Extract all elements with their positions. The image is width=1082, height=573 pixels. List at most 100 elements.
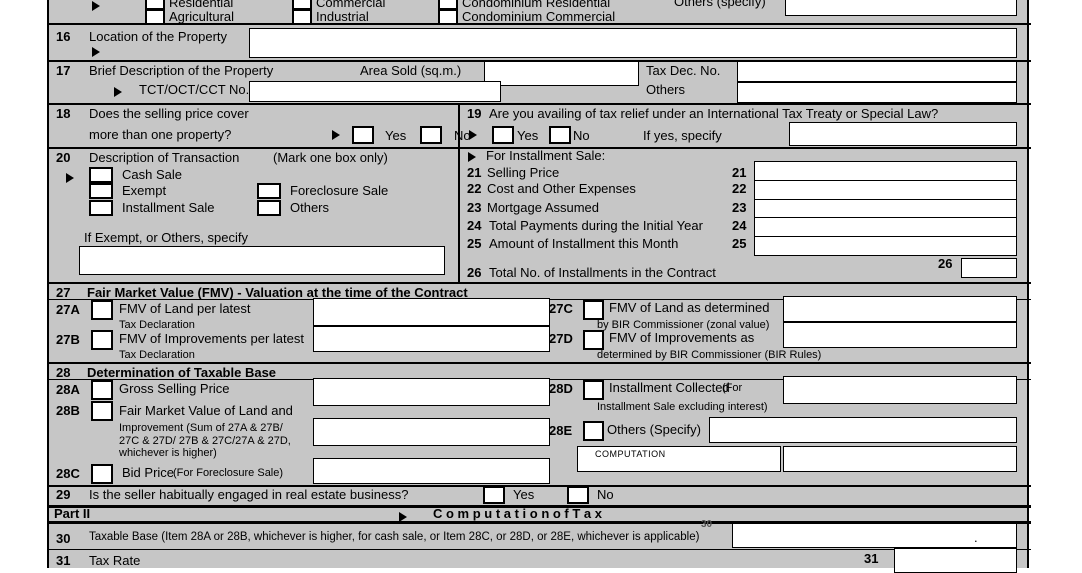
item29-no-label: No <box>597 487 614 502</box>
label-others-specify-classification: Others (specify) <box>674 0 766 9</box>
item28b-sub2: 27C & 27D/ 27B & 27C/27A & 27D, <box>119 435 291 447</box>
input-28c-bid-price[interactable] <box>313 458 550 484</box>
checkbox-item19-no[interactable] <box>549 126 571 144</box>
checkbox-cash-sale[interactable] <box>89 167 113 183</box>
input-28d-installment-collected[interactable] <box>783 376 1017 404</box>
input-28a-gross-selling-price[interactable] <box>313 378 550 406</box>
checkbox-installment-sale[interactable] <box>89 200 113 216</box>
input-tct-oct-cct-no[interactable] <box>249 81 501 102</box>
arrow-icon-installment <box>468 152 476 162</box>
item26-label: Total No. of Installments in the Contrac… <box>489 265 716 280</box>
input-total-payments-initial-year[interactable] <box>754 217 1017 237</box>
input-27c-value[interactable] <box>783 296 1017 322</box>
checkbox-item19-yes[interactable] <box>492 126 514 144</box>
input-28e-computation[interactable] <box>577 446 781 472</box>
item26-box-number: 26 <box>938 256 953 271</box>
checkbox-foreclosure-sale[interactable] <box>257 183 281 199</box>
item30-label: Taxable Base (Item 28A or 28B, whichever… <box>89 531 700 543</box>
item28a-label: Gross Selling Price <box>119 381 230 396</box>
checkbox-27c[interactable] <box>583 300 604 320</box>
input-others-item17[interactable] <box>737 82 1017 103</box>
item24-number: 24 <box>467 218 482 233</box>
input-28e-others-specify[interactable] <box>709 417 1017 443</box>
item21-number: 21 <box>467 165 482 180</box>
checkbox-item29-yes[interactable] <box>483 486 505 504</box>
item16-number: 16 <box>56 29 71 44</box>
input-cost-and-other-expenses[interactable] <box>754 180 1017 200</box>
checkbox-28c[interactable] <box>91 464 113 484</box>
input-selling-price[interactable] <box>754 161 1017 181</box>
checkbox-27a[interactable] <box>91 300 113 320</box>
item28b-code: 28B <box>56 403 80 418</box>
item18-label-line1: Does the selling price cover <box>89 106 249 121</box>
input-amount-installment-this-month[interactable] <box>754 236 1017 256</box>
item30-box-number: 30 <box>701 519 713 530</box>
divider-vertical <box>458 147 460 282</box>
item28e-computation-label: COMPUTATION <box>595 449 666 459</box>
item28d-sub2: Installment Sale excluding interest) <box>597 401 768 413</box>
item28d-sub-inline: (For <box>722 382 743 394</box>
input-31-tax-rate[interactable] <box>894 548 1017 573</box>
input-27a-value[interactable] <box>313 298 550 326</box>
divider <box>49 103 1031 105</box>
input-area-sold[interactable] <box>484 61 639 86</box>
item21-label: Selling Price <box>487 165 560 180</box>
divider-vertical <box>458 103 460 147</box>
input-total-installments[interactable] <box>961 258 1017 278</box>
label-condominium-residential: Condominium Residential <box>462 0 611 10</box>
item18-yes-label: Yes <box>385 128 407 143</box>
checkbox-28e[interactable] <box>583 421 604 441</box>
checkbox-27b[interactable] <box>91 330 113 350</box>
input-item19-specify[interactable] <box>789 122 1017 146</box>
item24-label: Total Payments during the Initial Year <box>489 218 703 233</box>
input-tax-dec-no[interactable] <box>737 61 1017 82</box>
checkbox-item18-yes[interactable] <box>352 126 374 144</box>
checkbox-28a[interactable] <box>91 380 113 400</box>
item17-others-label: Others <box>646 82 686 97</box>
item17-tct-label: TCT/OCT/CCT No. <box>139 82 250 97</box>
input-location-of-property[interactable] <box>249 28 1017 58</box>
arrow-icon-item17 <box>114 87 122 97</box>
item19-label: Are you availing of tax relief under an … <box>489 106 939 121</box>
installment-header: For Installment Sale: <box>486 148 606 163</box>
input-27d-value[interactable] <box>783 322 1017 348</box>
input-27b-value[interactable] <box>313 326 550 352</box>
item25-box-number: 25 <box>732 236 747 251</box>
input-item20-specify[interactable] <box>79 246 445 275</box>
item29-label: Is the seller habitually engaged in real… <box>89 487 409 502</box>
input-30-taxable-base[interactable] <box>732 523 1017 548</box>
checkbox-28d[interactable] <box>583 380 604 400</box>
input-28e-computation-amount[interactable] <box>783 446 1017 472</box>
item27b-line2: Tax Declaration <box>119 349 195 361</box>
item28d-code: 28D <box>549 381 573 396</box>
item16-label: Location of the Property <box>89 29 228 44</box>
arrow-icon-item18 <box>332 130 340 140</box>
item23-box-number: 23 <box>732 200 747 215</box>
checkbox-item29-no[interactable] <box>567 486 589 504</box>
checkbox-exempt[interactable] <box>89 183 113 199</box>
item18-label-line2: more than one property? <box>89 127 232 142</box>
item25-label: Amount of Installment this Month <box>489 236 679 251</box>
checkbox-others-transaction[interactable] <box>257 200 281 216</box>
item27d-line2: determined by BIR Commissioner (BIR Rule… <box>597 349 822 361</box>
item28a-code: 28A <box>56 382 80 397</box>
input-mortgage-assumed[interactable] <box>754 199 1017 219</box>
item22-number: 22 <box>467 181 482 196</box>
item26-number: 26 <box>467 265 482 280</box>
item28d-label: Installment Collected <box>609 380 730 395</box>
item28c-label: Bid Price <box>122 465 175 480</box>
input-others-classification[interactable] <box>785 0 1017 16</box>
item28b-label: Fair Market Value of Land and <box>119 403 293 418</box>
item27c-code: 27C <box>549 301 573 316</box>
divider <box>49 485 1031 487</box>
item21-box-number: 21 <box>732 165 747 180</box>
arrow-icon-item20 <box>66 173 74 183</box>
checkbox-28b[interactable] <box>91 401 113 421</box>
part2-label: Part II <box>54 506 91 521</box>
input-28b-fmv-land-improvement[interactable] <box>313 418 550 446</box>
item29-yes-label: Yes <box>513 487 535 502</box>
item31-number: 31 <box>56 553 71 568</box>
item20-hint: (Mark one box only) <box>273 150 388 165</box>
checkbox-item18-no[interactable] <box>420 126 442 144</box>
checkbox-27d[interactable] <box>583 330 604 350</box>
